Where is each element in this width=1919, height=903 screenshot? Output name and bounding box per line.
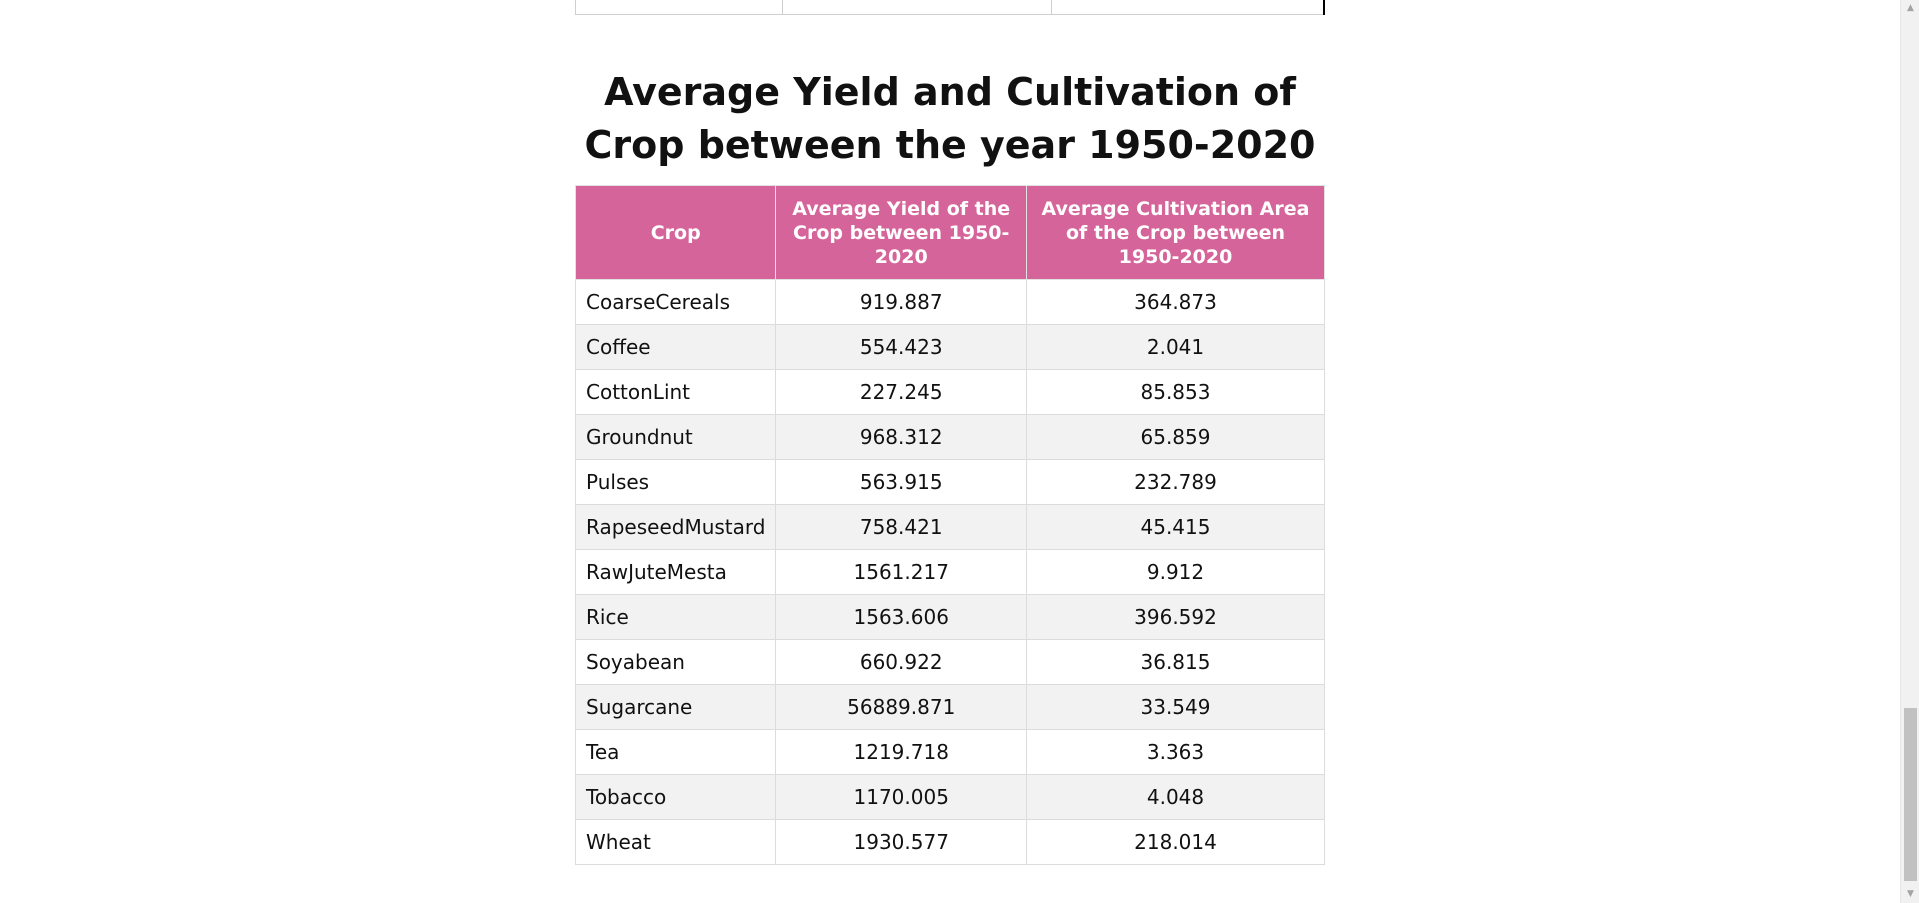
table-cell [1050, 0, 1325, 15]
cell-average-yield: 1561.217 [775, 549, 1027, 595]
cell-average-yield: 227.245 [775, 369, 1027, 415]
cell-crop-name: Groundnut [574, 414, 777, 460]
table-row: Pulses 563.915 232.789 [574, 459, 1325, 505]
table-row: CottonLint 227.245 85.853 [574, 369, 1325, 415]
cell-crop-name: Sugarcane [574, 684, 777, 730]
cell-average-yield: 758.421 [775, 504, 1027, 550]
scrollbar-thumb[interactable] [1904, 708, 1917, 881]
cell-average-cultivation-area: 4.048 [1026, 774, 1325, 820]
triangle-up-icon: ▲ [1907, 3, 1914, 13]
cell-crop-name: Rice [574, 594, 777, 640]
cell-average-cultivation-area: 364.873 [1026, 279, 1325, 325]
cell-crop-name: Tobacco [574, 774, 777, 820]
cell-average-yield: 1563.606 [775, 594, 1027, 640]
cell-average-cultivation-area: 9.912 [1026, 549, 1325, 595]
cell-crop-name: CoarseCereals [574, 279, 777, 325]
table-cell [781, 0, 1052, 15]
cell-crop-name: CottonLint [574, 369, 777, 415]
table-row: Wheat 1930.577 218.014 [574, 819, 1325, 865]
cell-crop-name: Coffee [574, 324, 777, 370]
cell-average-yield: 554.423 [775, 324, 1027, 370]
cell-average-cultivation-area: 218.014 [1026, 819, 1325, 865]
cell-average-cultivation-area: 36.815 [1026, 639, 1325, 685]
cell-average-yield: 1170.005 [775, 774, 1027, 820]
cell-average-yield: 660.922 [775, 639, 1027, 685]
table-row: Tea 1219.718 3.363 [574, 729, 1325, 775]
cell-average-yield: 563.915 [775, 459, 1027, 505]
crop-table: Crop Average Yield of the Crop between 1… [574, 185, 1325, 865]
table-row: Rice 1563.606 396.592 [574, 594, 1325, 640]
scroll-up-arrow[interactable]: ▲ [1901, 0, 1919, 17]
table-row: RawJuteMesta 1561.217 9.912 [574, 549, 1325, 595]
table-row: Groundnut 968.312 65.859 [574, 414, 1325, 460]
cell-average-cultivation-area: 65.859 [1026, 414, 1325, 460]
triangle-down-icon: ▼ [1907, 889, 1914, 899]
table-row: RapeseedMustard 758.421 45.415 [574, 504, 1325, 550]
cell-crop-name: Pulses [574, 459, 777, 505]
cell-crop-name: RapeseedMustard [574, 504, 777, 550]
cell-crop-name: Soyabean [574, 639, 777, 685]
cell-average-cultivation-area: 45.415 [1026, 504, 1325, 550]
header-average-cultivation-area: Average Cultivation Area of the Crop bet… [1026, 185, 1325, 280]
header-average-yield: Average Yield of the Crop between 1950-2… [775, 185, 1027, 280]
table-row: Tobacco 1170.005 4.048 [574, 774, 1325, 820]
cell-average-yield: 56889.871 [775, 684, 1027, 730]
cell-average-cultivation-area: 3.363 [1026, 729, 1325, 775]
table-row: Coffee 554.423 2.041 [574, 324, 1325, 370]
cell-average-cultivation-area: 33.549 [1026, 684, 1325, 730]
scroll-down-arrow[interactable]: ▼ [1901, 886, 1919, 903]
vertical-scrollbar[interactable]: ▲ ▼ [1900, 0, 1919, 903]
cell-average-cultivation-area: 232.789 [1026, 459, 1325, 505]
crop-table-body: CoarseCereals 919.887 364.873 Coffee 554.423… [574, 279, 1325, 865]
cell-average-yield: 968.312 [775, 414, 1027, 460]
cell-average-yield: 1930.577 [775, 819, 1027, 865]
table-row: Soyabean 660.922 36.815 [574, 639, 1325, 685]
cell-average-yield: 1219.718 [775, 729, 1027, 775]
cell-crop-name: RawJuteMesta [574, 549, 777, 595]
previous-table-remnant [575, 0, 1325, 15]
crop-section: Average Yield and Cultivation of Crop be… [574, 66, 1325, 865]
cell-average-yield: 919.887 [775, 279, 1027, 325]
cell-average-cultivation-area: 2.041 [1026, 324, 1325, 370]
cell-crop-name: Tea [574, 729, 777, 775]
cell-average-cultivation-area: 85.853 [1026, 369, 1325, 415]
table-row: CoarseCereals 919.887 364.873 [574, 279, 1325, 325]
table-header-row: Crop Average Yield of the Crop between 1… [574, 185, 1325, 280]
table-row: Sugarcane 56889.871 33.549 [574, 684, 1325, 730]
table-cell [575, 0, 783, 15]
cell-crop-name: Wheat [574, 819, 777, 865]
section-title: Average Yield and Cultivation of Crop be… [584, 70, 1316, 167]
table-row [575, 0, 1325, 15]
header-crop: Crop [574, 185, 777, 280]
cell-average-cultivation-area: 396.592 [1026, 594, 1325, 640]
